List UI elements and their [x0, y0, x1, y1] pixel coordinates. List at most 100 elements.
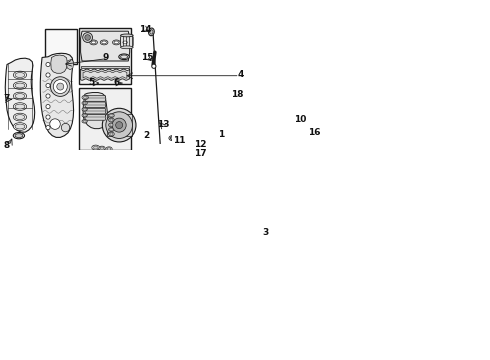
Circle shape — [46, 104, 50, 109]
Text: 11: 11 — [173, 136, 186, 145]
Circle shape — [195, 120, 227, 152]
Circle shape — [152, 64, 156, 68]
Bar — [45, 30, 77, 64]
Text: 8: 8 — [4, 141, 10, 150]
Text: 9: 9 — [102, 53, 109, 62]
Circle shape — [53, 80, 67, 94]
Circle shape — [46, 126, 50, 130]
Circle shape — [57, 83, 64, 90]
Ellipse shape — [15, 104, 25, 109]
Ellipse shape — [83, 96, 87, 99]
Text: 17: 17 — [194, 149, 207, 158]
Polygon shape — [266, 121, 300, 153]
Text: 4: 4 — [238, 70, 244, 79]
Text: 18: 18 — [231, 90, 244, 99]
Ellipse shape — [13, 71, 26, 79]
Text: 10: 10 — [294, 115, 307, 124]
Ellipse shape — [121, 40, 129, 45]
Ellipse shape — [123, 41, 127, 44]
Circle shape — [102, 108, 136, 142]
Ellipse shape — [100, 147, 104, 149]
Ellipse shape — [109, 127, 114, 131]
Ellipse shape — [15, 94, 25, 99]
Text: 2: 2 — [143, 131, 149, 140]
Ellipse shape — [150, 30, 153, 34]
Circle shape — [46, 62, 50, 67]
Circle shape — [46, 115, 50, 119]
Ellipse shape — [119, 54, 129, 60]
Ellipse shape — [106, 147, 112, 151]
Ellipse shape — [109, 113, 114, 117]
Ellipse shape — [91, 41, 96, 44]
Ellipse shape — [13, 123, 26, 130]
Text: 5: 5 — [88, 77, 94, 86]
Circle shape — [85, 35, 91, 40]
Ellipse shape — [13, 92, 26, 100]
Text: 14: 14 — [139, 25, 152, 34]
Text: 15: 15 — [141, 53, 153, 62]
Polygon shape — [85, 108, 106, 114]
Ellipse shape — [121, 34, 133, 37]
Ellipse shape — [121, 55, 127, 59]
Ellipse shape — [92, 145, 99, 150]
Ellipse shape — [109, 118, 114, 122]
Circle shape — [288, 135, 298, 145]
Ellipse shape — [114, 41, 119, 44]
Ellipse shape — [292, 148, 312, 153]
Ellipse shape — [110, 114, 113, 117]
Bar — [78, 28, 131, 85]
Ellipse shape — [82, 95, 88, 100]
Ellipse shape — [83, 114, 86, 116]
Circle shape — [83, 33, 93, 42]
Circle shape — [196, 141, 200, 146]
Polygon shape — [51, 55, 67, 73]
Polygon shape — [80, 31, 130, 61]
Ellipse shape — [121, 46, 133, 49]
Ellipse shape — [13, 103, 26, 111]
Ellipse shape — [292, 134, 312, 138]
Polygon shape — [67, 59, 74, 70]
Ellipse shape — [148, 28, 154, 36]
Ellipse shape — [110, 124, 113, 126]
Ellipse shape — [110, 119, 113, 121]
Ellipse shape — [15, 134, 23, 138]
Polygon shape — [85, 114, 106, 120]
Text: 6: 6 — [114, 77, 120, 86]
Ellipse shape — [94, 146, 98, 149]
Text: 12: 12 — [194, 140, 207, 149]
Ellipse shape — [15, 114, 25, 120]
Ellipse shape — [109, 132, 114, 136]
Circle shape — [61, 123, 70, 132]
Circle shape — [46, 84, 50, 87]
Ellipse shape — [110, 133, 113, 135]
Ellipse shape — [169, 136, 176, 140]
Polygon shape — [85, 96, 106, 101]
Ellipse shape — [15, 83, 25, 88]
Bar — [107, 113, 132, 136]
Polygon shape — [5, 58, 35, 132]
Text: 3: 3 — [263, 228, 269, 237]
Ellipse shape — [15, 73, 25, 77]
Ellipse shape — [83, 120, 86, 122]
Polygon shape — [83, 71, 127, 78]
Polygon shape — [81, 66, 129, 68]
Ellipse shape — [13, 82, 26, 89]
Ellipse shape — [13, 132, 24, 139]
Ellipse shape — [99, 146, 105, 150]
Ellipse shape — [181, 139, 188, 143]
Ellipse shape — [82, 120, 87, 123]
Ellipse shape — [110, 129, 113, 131]
Circle shape — [46, 73, 50, 77]
Circle shape — [116, 122, 122, 129]
Ellipse shape — [13, 113, 26, 121]
Bar — [292, 136, 312, 150]
Ellipse shape — [82, 113, 87, 117]
Ellipse shape — [171, 137, 174, 139]
Circle shape — [171, 137, 174, 139]
Ellipse shape — [83, 102, 86, 104]
Polygon shape — [80, 69, 130, 80]
Ellipse shape — [107, 148, 111, 150]
Ellipse shape — [82, 101, 87, 105]
Text: 13: 13 — [157, 120, 170, 129]
Ellipse shape — [15, 124, 25, 129]
